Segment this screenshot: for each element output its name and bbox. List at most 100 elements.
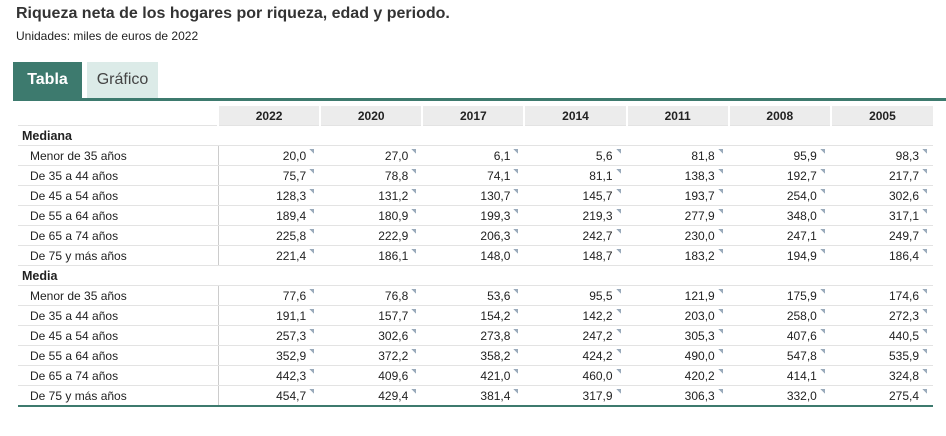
cell-value: 273,8: [422, 325, 525, 346]
cell-value: 230,0: [626, 225, 729, 246]
cell-value: 142,2: [524, 305, 627, 326]
cell-value: 317,9: [524, 385, 627, 407]
cell-value: 191,1: [218, 305, 321, 326]
cell-value: 203,0: [626, 305, 729, 326]
cell-value: 76,8: [320, 285, 423, 306]
column-header: 2008: [727, 106, 831, 126]
group-row: Media: [18, 265, 933, 286]
cell-value: 183,2: [626, 245, 729, 266]
cell-value: 157,7: [320, 305, 423, 326]
cell-value: 145,7: [524, 185, 627, 206]
column-header: 2014: [523, 106, 627, 126]
cell-value: 381,4: [422, 385, 525, 407]
cell-value: 440,5: [830, 325, 933, 346]
cell-value: 460,0: [524, 365, 627, 386]
cell-value: 189,4: [218, 205, 321, 226]
data-row: De 65 a 74 años 442,3 409,6 421,0 460,0 420,2…: [18, 365, 933, 386]
cell-value: 332,0: [728, 385, 831, 407]
cell-value: 199,3: [422, 205, 525, 226]
cell-value: 225,8: [218, 225, 321, 246]
cell-value: 81,8: [626, 145, 729, 166]
cell-value: 20,0: [218, 145, 321, 166]
cell-value: 429,4: [320, 385, 423, 407]
data-row: De 75 y más años 221,4 186,1 148,0 148,7 183,…: [18, 245, 933, 266]
corner: [18, 106, 218, 126]
column-header: 2017: [421, 106, 525, 126]
cell-value: 194,9: [728, 245, 831, 266]
row-label: De 55 a 64 años: [18, 345, 219, 366]
cell-value: 6,1: [422, 145, 525, 166]
cell-value: 81,1: [524, 165, 627, 186]
cell-value: 174,6: [830, 285, 933, 306]
cell-value: 175,9: [728, 285, 831, 306]
cell-value: 121,9: [626, 285, 729, 306]
row-label: De 65 a 74 años: [18, 225, 219, 246]
cell-value: 98,3: [830, 145, 933, 166]
data-row: De 45 a 54 años 257,3 302,6 273,8 247,2 305,3…: [18, 325, 933, 346]
cell-value: 247,2: [524, 325, 627, 346]
cell-value: 258,0: [728, 305, 831, 326]
cell-value: 77,6: [218, 285, 321, 306]
data-row: De 75 y más años 454,7 429,4 381,4 317,9 306,…: [18, 385, 933, 407]
cell-value: 454,7: [218, 385, 321, 407]
cell-value: 186,4: [830, 245, 933, 266]
cell-value: 5,6: [524, 145, 627, 166]
cell-value: 249,7: [830, 225, 933, 246]
cell-value: 275,4: [830, 385, 933, 407]
column-header: 2005: [829, 106, 933, 126]
cell-value: 277,9: [626, 205, 729, 226]
data-row: Menor de 35 años 20,0 27,0 6,1 5,6 81,8 95,9 98…: [18, 145, 933, 166]
cell-value: 324,8: [830, 365, 933, 386]
data-row: De 35 a 44 años 75,7 78,8 74,1 81,1 138,3 192,…: [18, 165, 933, 186]
cell-value: 547,8: [728, 345, 831, 366]
tab[interactable]: Tabla: [13, 62, 82, 98]
cell-value: 305,3: [626, 325, 729, 346]
cell-value: 95,9: [728, 145, 831, 166]
cell-value: 358,2: [422, 345, 525, 366]
subtitle: Unidades: miles de euros de 2022: [16, 29, 199, 43]
cell-value: 192,7: [728, 165, 831, 186]
cell-value: 242,7: [524, 225, 627, 246]
cell-value: 407,6: [728, 325, 831, 346]
cell-value: 306,3: [626, 385, 729, 407]
tabs: Tabla Gráfico: [13, 62, 946, 101]
cell-value: 27,0: [320, 145, 423, 166]
cell-value: 424,2: [524, 345, 627, 366]
cell-value: 221,4: [218, 245, 321, 266]
data-row: Menor de 35 años 77,6 76,8 53,6 95,5 121,9 175…: [18, 285, 933, 306]
cell-value: 148,0: [422, 245, 525, 266]
cell-value: 222,9: [320, 225, 423, 246]
row-label: De 55 a 64 años: [18, 205, 219, 226]
group-label: Media: [18, 265, 933, 286]
data-table: 2022 2020 2017 2014 2011 2008 2005 Mediana Menor…: [18, 106, 933, 407]
row-label: De 45 a 54 años: [18, 185, 219, 206]
cell-value: 193,7: [626, 185, 729, 206]
cell-value: 409,6: [320, 365, 423, 386]
cell-value: 138,3: [626, 165, 729, 186]
column-header: 2022: [216, 106, 321, 126]
cell-value: 420,2: [626, 365, 729, 386]
cell-value: 414,1: [728, 365, 831, 386]
cell-value: 78,8: [320, 165, 423, 186]
cell-value: 75,7: [218, 165, 321, 186]
cell-value: 148,7: [524, 245, 627, 266]
cell-value: 154,2: [422, 305, 525, 326]
cell-value: 180,9: [320, 205, 423, 226]
cell-value: 128,3: [218, 185, 321, 206]
data-row: De 45 a 54 años 128,3 131,2 130,7 145,7 193,7…: [18, 185, 933, 206]
row-label: De 75 y más años: [18, 385, 219, 407]
tab[interactable]: Gráfico: [87, 62, 158, 98]
data-row: De 65 a 74 años 225,8 222,9 206,3 242,7 230,0…: [18, 225, 933, 246]
cell-value: 442,3: [218, 365, 321, 386]
row-label: De 75 y más años: [18, 245, 219, 266]
cell-value: 95,5: [524, 285, 627, 306]
column-header: 2020: [319, 106, 423, 126]
cell-value: 131,2: [320, 185, 423, 206]
row-label: De 35 a 44 años: [18, 165, 219, 186]
row-label: Menor de 35 años: [18, 145, 219, 166]
cell-value: 74,1: [422, 165, 525, 186]
cell-value: 206,3: [422, 225, 525, 246]
cell-value: 272,3: [830, 305, 933, 326]
cell-value: 421,0: [422, 365, 525, 386]
